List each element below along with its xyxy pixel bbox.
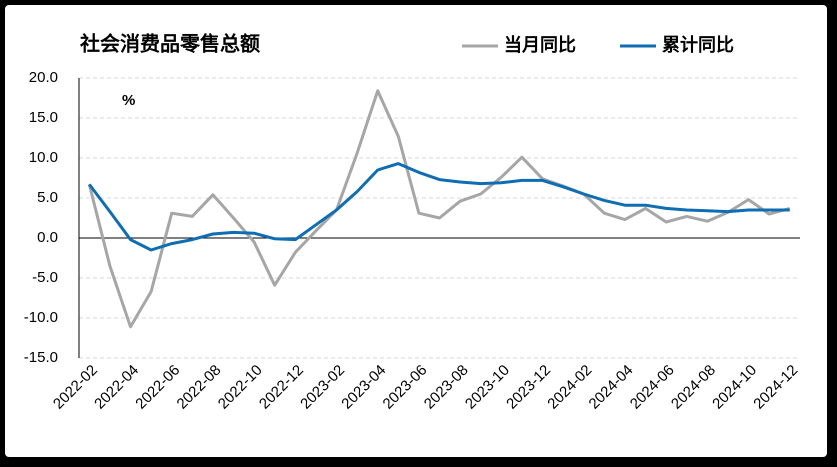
y-tick-label: -15.0 — [24, 349, 58, 366]
y-tick-label: -5.0 — [32, 269, 58, 286]
legend-label: 当月同比 — [504, 34, 576, 56]
series-line — [87, 89, 791, 329]
chart-title: 社会消费品零售总额 — [79, 32, 260, 56]
y-tick-label: -10.0 — [24, 309, 58, 326]
series-line — [88, 162, 790, 252]
y-tick-label: 15.0 — [29, 109, 58, 126]
legend-label: 累计同比 — [662, 34, 734, 56]
y-tick-label: 5.0 — [37, 189, 58, 206]
y-tick-label: 0.0 — [37, 229, 58, 246]
chart-background — [5, 5, 827, 457]
y-tick-label: 10.0 — [29, 149, 58, 166]
y-tick-label: 20.0 — [29, 69, 58, 86]
unit-annotation: % — [122, 92, 135, 109]
